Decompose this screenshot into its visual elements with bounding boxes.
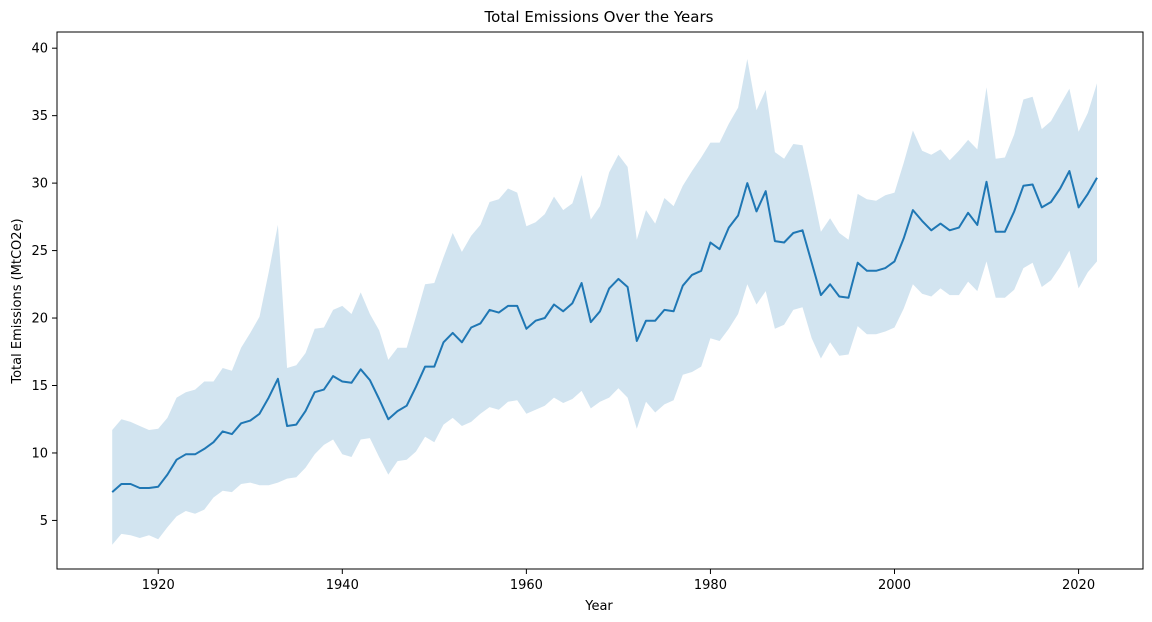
x-axis: 1920 1940 1960 1980 2000 2020	[142, 569, 1095, 593]
y-axis-label: Total Emissions (MtCO2e)	[10, 218, 25, 384]
x-tick-label: 2020	[1062, 578, 1095, 593]
y-tick-label: 5	[40, 514, 48, 529]
series-line	[111, 170, 1098, 493]
x-tick-label: 1920	[142, 578, 175, 593]
x-tick-label: 2000	[878, 578, 911, 593]
plot-frame	[56, 31, 1144, 570]
y-tick-label: 30	[31, 177, 48, 192]
y-tick-label: 10	[31, 446, 48, 461]
y-tick-label: 35	[31, 109, 48, 124]
y-axis: 5 10 15 20 25 30 35 40	[31, 42, 57, 529]
plot-area	[56, 31, 1144, 570]
x-tick-label: 1960	[510, 578, 543, 593]
x-axis-label: Year	[584, 599, 613, 614]
chart-title: Total Emissions Over the Years	[484, 8, 714, 26]
x-tick-label: 1980	[694, 578, 727, 593]
y-tick-label: 25	[31, 244, 48, 259]
y-tick-label: 15	[31, 379, 48, 394]
x-tick-label: 1940	[326, 578, 359, 593]
y-tick-label: 40	[31, 42, 48, 57]
y-tick-label: 20	[31, 312, 48, 327]
